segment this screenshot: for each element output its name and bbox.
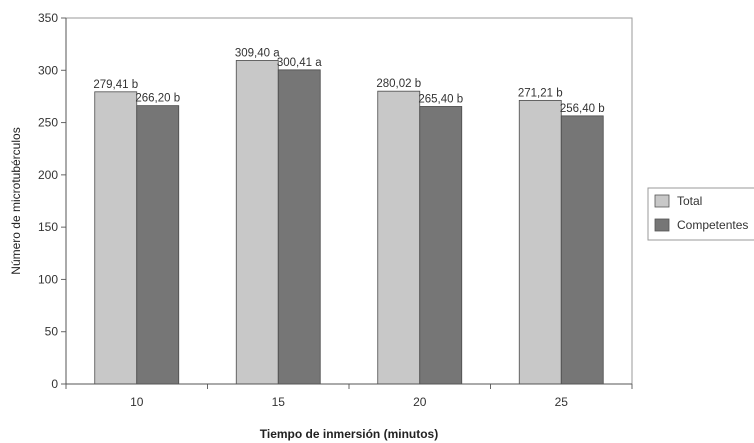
bar-competentes-20: [419, 106, 463, 385]
y-tick-label: 150: [38, 220, 58, 234]
x-tick-label: 10: [130, 395, 144, 409]
legend: Total Competentes: [647, 187, 754, 241]
bar-total-15: [235, 60, 279, 385]
y-tick-label: 350: [38, 11, 58, 25]
bar-competentes-15: [277, 69, 321, 385]
legend-label-total: Total: [677, 194, 702, 208]
data-label: 280,02 b: [376, 78, 421, 90]
bar-total-20: [377, 90, 421, 385]
y-tick-label: 250: [38, 116, 58, 130]
bar-competentes-25: [560, 115, 604, 385]
bar-total-25: [518, 99, 562, 385]
axes-layer: 0 50 100 150 200 250 300 350 10 15 20 25: [38, 11, 633, 409]
legend-swatch-competentes: [654, 218, 670, 232]
y-tick-label: 50: [45, 325, 59, 339]
data-label: 266,20 b: [135, 93, 180, 105]
legend-swatch-total: [654, 194, 670, 208]
data-label: 309,40 a: [235, 47, 280, 59]
bar-total-10: [94, 91, 138, 385]
x-axis-title: Tiempo de inmersión (minutos): [260, 427, 438, 441]
bars-layer: [94, 60, 604, 385]
data-label: 300,41 a: [277, 57, 322, 69]
data-label: 265,40 b: [418, 93, 463, 105]
data-label: 271,21 b: [518, 87, 563, 99]
bar-competentes-10: [136, 105, 180, 385]
y-tick-label: 200: [38, 168, 58, 182]
y-tick-label: 300: [38, 63, 58, 77]
y-tick-label: 100: [38, 272, 58, 286]
legend-label-competentes: Competentes: [677, 218, 748, 232]
y-axis-title: Número de microtubérculos: [9, 127, 23, 274]
x-tick-label: 20: [413, 395, 427, 409]
y-tick-label: 0: [51, 377, 58, 391]
data-label: 279,41 b: [93, 79, 138, 91]
x-tick-label: 25: [555, 395, 569, 409]
data-label: 256,40 b: [560, 103, 605, 115]
x-tick-label: 15: [272, 395, 286, 409]
